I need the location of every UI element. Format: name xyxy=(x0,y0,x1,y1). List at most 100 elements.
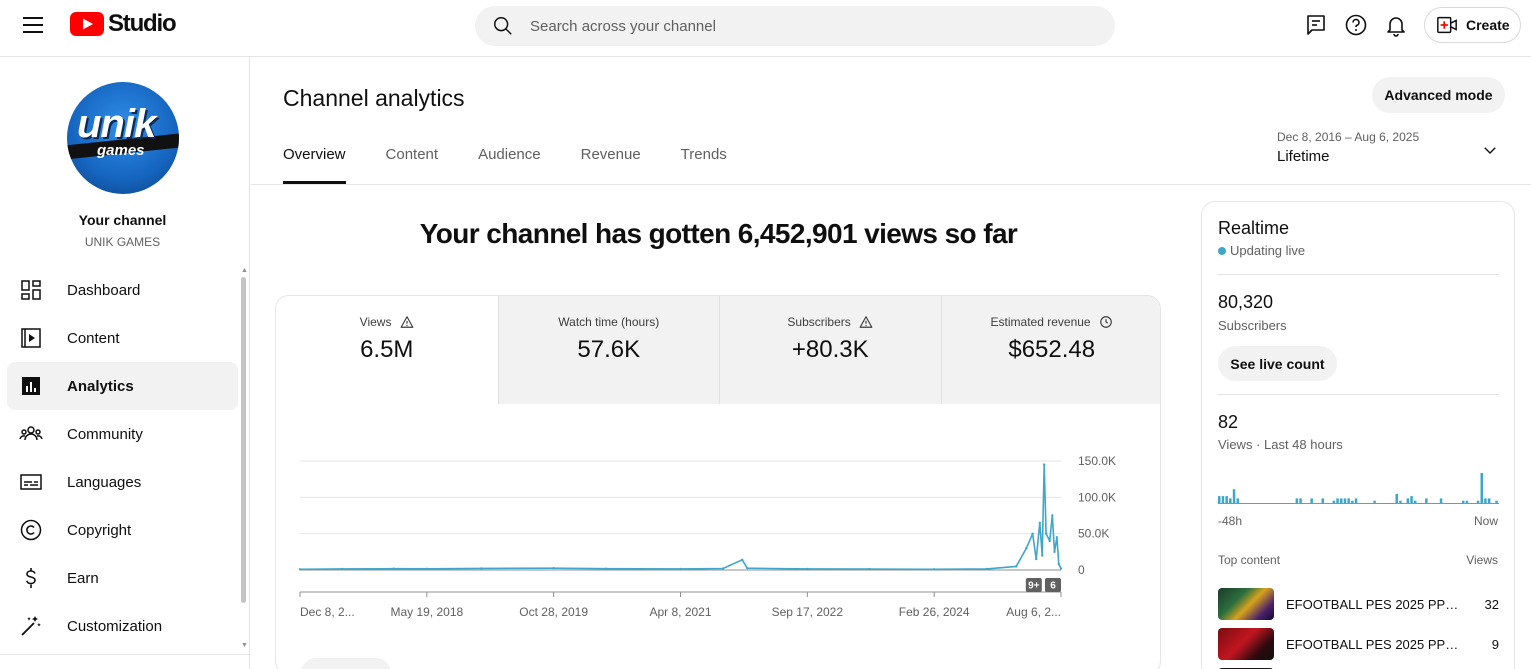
warning-icon[interactable] xyxy=(400,315,414,329)
realtime-bar[interactable] xyxy=(1487,498,1491,503)
views-data-point[interactable] xyxy=(1015,565,1018,568)
views-data-point[interactable] xyxy=(1048,539,1051,543)
metric-views[interactable]: Views 6.5M xyxy=(276,296,498,404)
see-live-count-button[interactable]: See live count xyxy=(1218,346,1337,381)
menu-icon[interactable] xyxy=(13,9,53,41)
views-data-point[interactable] xyxy=(298,568,302,571)
realtime-bar[interactable] xyxy=(1462,500,1465,503)
scroll-up-icon[interactable]: ▲ xyxy=(241,267,248,274)
realtime-bar[interactable] xyxy=(1236,498,1240,503)
chevron-down-icon[interactable] xyxy=(1481,141,1499,159)
realtime-bar[interactable] xyxy=(1321,498,1325,503)
scroll-down-icon[interactable]: ▼ xyxy=(241,642,248,649)
sidebar-item-customization[interactable]: Customization xyxy=(7,602,238,650)
views-data-point[interactable] xyxy=(1057,562,1061,566)
realtime-bar[interactable] xyxy=(1336,498,1339,503)
studio-logo[interactable]: Studio xyxy=(70,10,177,38)
event-marker[interactable]: 9+ xyxy=(1025,578,1042,592)
search-bar[interactable] xyxy=(475,6,1115,46)
tab-revenue[interactable]: Revenue xyxy=(580,146,641,163)
realtime-bar[interactable] xyxy=(1218,496,1221,503)
realtime-bar[interactable] xyxy=(1229,498,1232,503)
sidebar-item-analytics[interactable]: Analytics xyxy=(7,362,238,410)
realtime-bar[interactable] xyxy=(1221,496,1225,503)
channel-avatar[interactable]: unik games xyxy=(67,82,179,194)
views-data-point[interactable] xyxy=(1041,554,1044,557)
realtime-bar[interactable] xyxy=(1232,489,1236,503)
realtime-bar[interactable] xyxy=(1347,498,1350,503)
realtime-bar[interactable] xyxy=(1395,493,1399,503)
realtime-bar[interactable] xyxy=(1225,496,1228,503)
realtime-bar[interactable] xyxy=(1295,498,1299,503)
views-data-point[interactable] xyxy=(1042,463,1046,466)
realtime-bar[interactable] xyxy=(1310,498,1313,503)
sidebar-item-copyright[interactable]: Copyright xyxy=(7,506,238,554)
views-data-point[interactable] xyxy=(868,567,871,571)
realtime-bar[interactable] xyxy=(1439,498,1443,503)
create-button[interactable]: Create xyxy=(1424,7,1521,43)
views-data-point[interactable] xyxy=(1059,567,1063,570)
views-data-point[interactable] xyxy=(933,568,936,571)
realtime-bar[interactable] xyxy=(1343,498,1347,503)
realtime-bar[interactable] xyxy=(1406,498,1410,503)
metric-watch-time[interactable]: Watch time (hours) 57.6K xyxy=(497,296,719,404)
sidebar-scrollbar[interactable] xyxy=(241,277,246,603)
realtime-bar[interactable] xyxy=(1399,500,1402,503)
warning-icon[interactable] xyxy=(859,315,873,329)
sidebar-item-community[interactable]: Community xyxy=(7,410,238,458)
event-marker[interactable]: 6 xyxy=(1045,578,1061,592)
realtime-bar[interactable] xyxy=(1410,496,1413,503)
views-data-point[interactable] xyxy=(679,567,682,571)
realtime-bar[interactable] xyxy=(1332,500,1336,503)
sidebar-item-earn[interactable]: Earn xyxy=(7,554,238,602)
metric-revenue[interactable]: Estimated revenue $652.48 xyxy=(940,296,1160,404)
realtime-bar[interactable] xyxy=(1373,500,1376,503)
views-data-point[interactable] xyxy=(1051,514,1054,517)
realtime-bar[interactable] xyxy=(1495,500,1498,503)
views-data-point[interactable] xyxy=(721,567,725,570)
top-content-item[interactable]: EFOOTBALL PES 2025 PPSSPP ANDROID OFFLIN… xyxy=(1218,588,1499,620)
realtime-views-chart[interactable] xyxy=(1218,467,1499,505)
notifications-icon[interactable] xyxy=(1384,13,1408,37)
views-data-point[interactable] xyxy=(392,567,395,570)
search-input[interactable] xyxy=(530,17,1070,35)
views-data-point[interactable] xyxy=(1044,532,1048,535)
views-data-point[interactable] xyxy=(746,566,749,570)
date-period-label[interactable]: Lifetime xyxy=(1277,148,1330,165)
realtime-bar[interactable] xyxy=(1476,500,1480,503)
help-icon[interactable] xyxy=(1344,13,1368,37)
views-data-point[interactable] xyxy=(425,567,428,571)
tab-content[interactable]: Content xyxy=(385,146,439,163)
realtime-bar[interactable] xyxy=(1484,498,1487,503)
tab-audience[interactable]: Audience xyxy=(478,146,541,163)
tab-overview[interactable]: Overview xyxy=(283,146,346,184)
views-data-point[interactable] xyxy=(1035,557,1038,561)
top-content-item[interactable]: EFOOTBALL PES 2025 PPSSPP CAMERA PS5 9 xyxy=(1218,628,1499,660)
views-series-line[interactable] xyxy=(299,463,1062,571)
feedback-icon[interactable] xyxy=(1304,13,1328,37)
views-data-point[interactable] xyxy=(806,567,809,571)
realtime-bar[interactable] xyxy=(1351,500,1354,503)
see-more-button[interactable] xyxy=(301,658,391,669)
views-data-point[interactable] xyxy=(552,566,555,570)
views-data-point[interactable] xyxy=(340,567,344,571)
views-chart[interactable]: 150.0K 100.0K 50.0K 0 Dec 8, 2... May 19, 201… xyxy=(276,404,1161,654)
realtime-bar[interactable] xyxy=(1465,500,1469,503)
views-data-point[interactable] xyxy=(741,558,744,562)
views-data-point[interactable] xyxy=(480,567,483,570)
views-data-point[interactable] xyxy=(604,567,607,570)
realtime-bar[interactable] xyxy=(1299,498,1302,503)
views-data-point[interactable] xyxy=(1053,550,1056,554)
advanced-mode-button[interactable]: Advanced mode xyxy=(1372,77,1505,113)
date-range[interactable]: Dec 8, 2016 – Aug 6, 2025 xyxy=(1277,130,1420,144)
realtime-bar[interactable] xyxy=(1414,500,1417,503)
views-data-point[interactable] xyxy=(1025,547,1028,550)
sidebar-item-dashboard[interactable]: Dashboard xyxy=(7,266,238,314)
views-data-point[interactable] xyxy=(1031,532,1034,535)
views-data-point[interactable] xyxy=(1055,536,1059,539)
realtime-bar[interactable] xyxy=(1354,498,1358,503)
sidebar-item-content[interactable]: Content xyxy=(7,314,238,362)
realtime-bar[interactable] xyxy=(1340,498,1343,503)
realtime-bar[interactable] xyxy=(1425,498,1428,503)
tab-trends[interactable]: Trends xyxy=(680,146,727,163)
